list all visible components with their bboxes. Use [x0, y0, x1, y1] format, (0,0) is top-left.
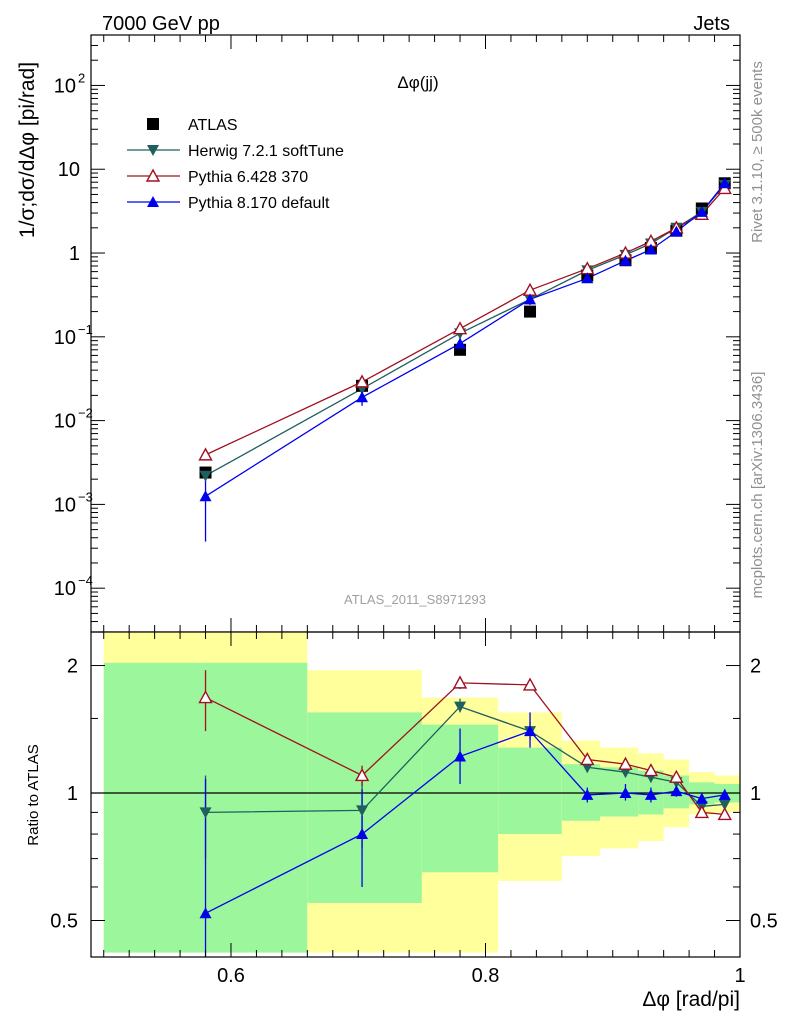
point-pythia-8-170-default [356, 391, 369, 403]
ratio-y-tick-label-right: 0.5 [750, 911, 778, 933]
point-pythia-8-170-default [454, 337, 467, 349]
y-tick-exponent: 2 [78, 70, 85, 85]
series-line-pythia-8-170-default [205, 182, 726, 497]
y-tick-label: 10 [54, 578, 76, 600]
ratio-point-herwig-7-2-1-softtune [454, 701, 467, 713]
y-tick-label: 10 [54, 494, 76, 516]
point-pythia-8-170-default [644, 243, 657, 255]
y-tick-exponent: −3 [78, 489, 93, 504]
ratio-point-herwig-7-2-1-softtune [356, 805, 369, 817]
main-title: Δφ(jj) [397, 73, 438, 92]
ratio-panel: 0.5 0.5 1 1 2 2 0.6 0.8 1 Ratio to ATLAS Δφ [rad… [25, 631, 778, 1011]
ratio-y-tick-label-right: 2 [750, 656, 761, 678]
x-tick-label: 1 [734, 965, 745, 987]
uncertainty-band-inner [498, 747, 562, 835]
ratio-point-pythia-8-170-default [581, 788, 594, 800]
mcplots-label: mcplots.cern.ch [arXiv:1306.3436] [749, 372, 766, 599]
ratio-y-tick-label: 1 [67, 783, 78, 805]
header-right: Jets [693, 13, 730, 35]
ratio-point-herwig-7-2-1-softtune [718, 799, 731, 811]
x-tick-label: 0.6 [217, 965, 245, 987]
y-tick-exponent: −1 [78, 322, 93, 337]
legend: ATLAS Herwig 7.2.1 softTune Pythia 6.428 3… [127, 117, 344, 212]
main-ylabel: 1/σ;dσ/dΔφ [pi/rad] [16, 62, 39, 238]
y-tick-exponent: −2 [78, 406, 93, 421]
ratio-point-pythia-6-428-370 [694, 804, 710, 819]
ratio-point-pythia-6-428-370 [717, 806, 732, 821]
point-pythia-8-170-default [695, 205, 708, 217]
point-atlas [524, 305, 537, 318]
ratio-point-pythia-6-428-370 [580, 752, 595, 766]
ratio-point-pythia-8-170-default [356, 828, 369, 840]
ratio-point-pythia-8-170-default [454, 750, 467, 762]
y-tick-exponent: −4 [78, 573, 93, 588]
point-pythia-8-170-default [581, 272, 594, 284]
ratio-point-pythia-6-428-370 [669, 769, 684, 783]
analysis-watermark: ATLAS_2011_S8971293 [344, 592, 486, 607]
ratio-point-herwig-7-2-1-softtune [199, 807, 212, 819]
ratio-point-pythia-6-428-370 [354, 768, 370, 782]
ratio-point-pythia-8-170-default [619, 787, 632, 799]
ratio-point-pythia-6-428-370 [643, 763, 659, 777]
y-tick-label: 10 [54, 327, 76, 349]
y-tick-label: 1 [69, 243, 80, 265]
ratio-ylabel: Ratio to ATLAS [25, 744, 42, 845]
ratio-point-pythia-6-428-370 [198, 690, 213, 704]
series-line-herwig-7-2-1-softtune [205, 184, 726, 477]
legend-marker-pythia-8-170-default [147, 196, 159, 207]
legend-label-atlas: ATLAS [188, 117, 238, 134]
ratio-point-pythia-6-428-370 [452, 675, 468, 689]
point-pythia-6-428-370 [198, 447, 213, 461]
ratio-point-pythia-8-170-default [718, 788, 731, 800]
ratio-line-pythia-8-170-default [205, 730, 725, 914]
rivet-label: Rivet 3.1.10, ≥ 500k events [749, 61, 766, 243]
y-tick-label: 10 [54, 75, 76, 97]
ratio-y-tick-label: 0.5 [50, 911, 78, 933]
ratio-point-pythia-8-170-default [199, 907, 212, 919]
legend-marker-atlas [147, 118, 159, 130]
point-pythia-8-170-default [524, 293, 537, 305]
legend-label-pythia-8-170-default: Pythia 8.170 default [188, 195, 330, 212]
point-pythia-8-170-default [619, 254, 632, 266]
point-pythia-6-428-370 [354, 374, 370, 388]
ratio-frame [90, 631, 741, 958]
legend-marker-herwig-7-2-1-softtune [147, 145, 159, 156]
point-pythia-8-170-default [718, 177, 731, 189]
point-herwig-7-2-1-softtune [199, 470, 212, 482]
ratio-point-pythia-8-170-default [644, 788, 657, 800]
point-pythia-8-170-default [670, 225, 683, 237]
ratio-y-tick-label-right: 1 [750, 783, 761, 805]
series-line-pythia-6-428-370 [205, 187, 726, 456]
y-tick-label: 10 [54, 411, 76, 433]
ratio-point-pythia-6-428-370 [618, 756, 633, 770]
header-left: 7000 GeV pp [102, 13, 220, 35]
legend-marker-pythia-6-428-370 [145, 168, 161, 182]
point-pythia-6-428-370 [452, 321, 468, 335]
legend-label-herwig-7-2-1-softtune: Herwig 7.2.1 softTune [188, 143, 344, 160]
ratio-point-pythia-8-170-default [524, 725, 537, 737]
legend-label-pythia-6-428-370: Pythia 6.428 370 [188, 169, 308, 186]
uncertainty-band-inner [600, 767, 639, 817]
ratio-point-herwig-7-2-1-softtune [619, 767, 632, 779]
ratio-point-pythia-8-170-default [695, 792, 708, 804]
y-tick-label: 10 [58, 159, 80, 181]
ratio-point-pythia-6-428-370 [522, 677, 538, 691]
x-tick-label: 0.8 [472, 965, 500, 987]
point-pythia-8-170-default [199, 490, 212, 502]
ratio-point-pythia-8-170-default [670, 785, 683, 797]
x-axis-label: Δφ [rad/pi] [642, 988, 740, 1011]
ratio-y-tick-label: 2 [67, 656, 78, 678]
